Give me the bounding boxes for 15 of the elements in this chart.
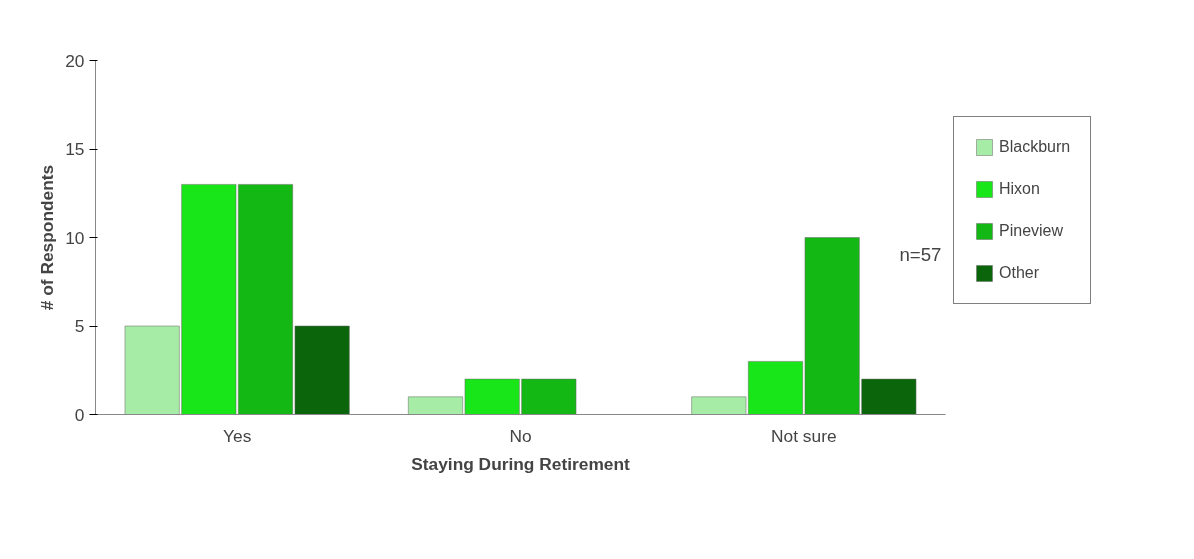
y-tick-label: 15 [65, 139, 85, 159]
x-tick-label: Yes [223, 425, 252, 446]
y-tick-label: 5 [74, 316, 85, 336]
x-tick-label: Not sure [771, 425, 837, 446]
y-tick-label: 20 [65, 50, 85, 71]
annotation: n=57 [899, 243, 942, 265]
legend-label: Blackburn [999, 138, 1071, 156]
y-axis-title: # of Respondents [37, 164, 58, 311]
x-tick-label: No [509, 425, 532, 446]
legend-label: Pineview [999, 222, 1064, 240]
x-axis-title: Staying During Retirement [411, 453, 631, 474]
legend-label: Other [999, 264, 1040, 282]
y-tick-label: 0 [74, 404, 85, 425]
legend-label: Hixon [999, 180, 1040, 198]
y-tick-label: 10 [65, 227, 85, 248]
